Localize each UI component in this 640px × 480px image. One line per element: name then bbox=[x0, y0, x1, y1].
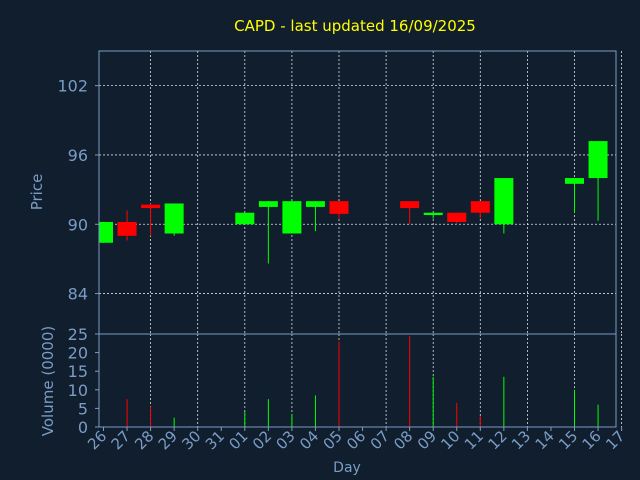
price-tick-label: 90 bbox=[68, 215, 88, 234]
candle-body bbox=[117, 221, 137, 236]
x-axis-label: Day bbox=[333, 460, 361, 476]
x-tick-label: 14 bbox=[532, 427, 558, 453]
x-tick-label: 08 bbox=[390, 427, 416, 453]
volume-tick-label: 15 bbox=[68, 362, 88, 381]
price-y-ticks: 84 90 96 102 bbox=[57, 77, 99, 304]
x-tick-label: 09 bbox=[414, 427, 440, 453]
candle-body bbox=[423, 212, 443, 216]
x-tick-label: 10 bbox=[437, 427, 463, 453]
candle-body bbox=[258, 201, 278, 207]
candle-body bbox=[235, 212, 255, 225]
chart-title: CAPD - last updated 16/09/2025 bbox=[234, 17, 476, 35]
x-tick-label: 03 bbox=[272, 427, 298, 453]
x-tick-label: 16 bbox=[579, 427, 605, 453]
candle-body bbox=[141, 204, 161, 209]
x-tick-label: 01 bbox=[225, 427, 251, 453]
x-tick-label: 30 bbox=[178, 427, 204, 453]
candle-body bbox=[565, 178, 584, 184]
price-tick-label: 84 bbox=[68, 285, 88, 304]
price-candles bbox=[99, 141, 608, 264]
price-grid bbox=[99, 51, 622, 334]
candle-body bbox=[447, 212, 467, 222]
volume-tick-label: 20 bbox=[68, 344, 88, 363]
x-tick-label: 28 bbox=[131, 427, 157, 453]
x-tick-label: 27 bbox=[108, 427, 134, 453]
volume-tick-label: 5 bbox=[78, 399, 88, 418]
price-panel-frame bbox=[98, 50, 617, 335]
candle-body bbox=[588, 141, 608, 179]
x-tick-label: 11 bbox=[461, 427, 487, 453]
x-tick-label: 04 bbox=[296, 427, 322, 453]
candle-body bbox=[305, 201, 325, 207]
x-tick-label: 17 bbox=[602, 427, 628, 453]
price-tick-label: 96 bbox=[68, 146, 88, 165]
candle-body bbox=[164, 203, 184, 234]
candle-body bbox=[329, 201, 349, 214]
x-tick-labels: 2627282930310102030405060708091011121314… bbox=[84, 427, 628, 453]
x-tick-label: 12 bbox=[484, 427, 510, 453]
volume-tick-label: 25 bbox=[68, 325, 88, 344]
candle-body bbox=[282, 201, 302, 234]
price-axis-label: Price bbox=[28, 174, 46, 211]
volume-tick-label: 0 bbox=[78, 418, 88, 437]
x-tick-label: 26 bbox=[84, 427, 110, 453]
volume-grid bbox=[150, 334, 622, 427]
x-tick-label: 15 bbox=[555, 427, 581, 453]
x-tick-label: 29 bbox=[155, 427, 181, 453]
candle-body bbox=[470, 201, 490, 213]
price-tick-label: 102 bbox=[57, 77, 88, 96]
volume-tick-label: 10 bbox=[68, 381, 88, 400]
x-tick-label: 05 bbox=[320, 427, 346, 453]
volume-panel-frame bbox=[98, 333, 617, 428]
candle-body bbox=[494, 178, 514, 225]
x-tick-label: 13 bbox=[508, 427, 534, 453]
x-tick-label: 06 bbox=[343, 427, 369, 453]
x-tick-label: 07 bbox=[367, 427, 393, 453]
x-tick-label: 31 bbox=[202, 427, 228, 453]
candle-body bbox=[99, 221, 113, 243]
volume-axis-label: Volume (0000) bbox=[39, 326, 57, 436]
candle-body bbox=[400, 201, 420, 209]
x-tick-label: 02 bbox=[249, 427, 275, 453]
volume-bars bbox=[126, 335, 599, 427]
